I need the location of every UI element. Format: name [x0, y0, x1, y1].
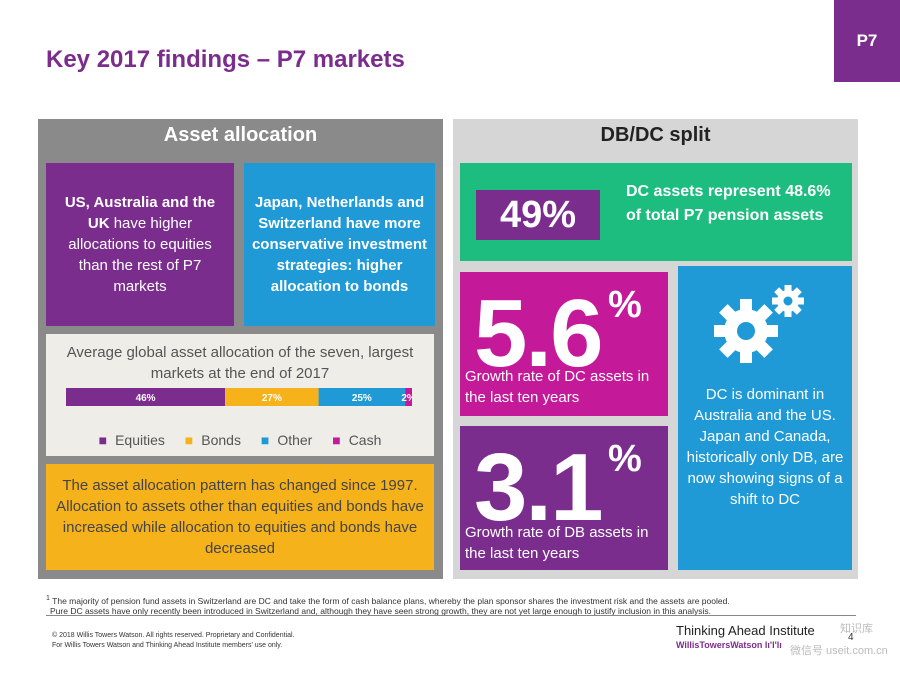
legend-cash: ■ Cash — [332, 432, 382, 448]
us-box-bold: US, Australia and the UK — [64, 194, 216, 232]
bar-segment-equities — [66, 388, 226, 406]
legend-bonds: ■ Bonds — [184, 432, 241, 448]
db-growth-unit: % — [608, 438, 642, 480]
dc-share-value: 49% — [476, 190, 600, 240]
db-growth-box: 3.1 % Growth rate of DB assets in the la… — [460, 426, 668, 570]
dc-growth-unit: % — [608, 284, 642, 326]
bar-label-bonds: 27% — [262, 393, 282, 404]
bar-label-other: 25% — [352, 393, 372, 404]
dc-growth-value: 5.6 — [474, 280, 603, 387]
us-box-rest: have higher allocations to equities than… — [68, 215, 212, 295]
brand-logo: WillisTowersWatson lı'l'lı — [676, 640, 782, 650]
footer-divider — [46, 615, 856, 616]
allocation-stacked-bar: 46% 27% 25% 2% — [66, 388, 412, 406]
db-growth-value: 3.1 — [474, 434, 603, 541]
page-title: Key 2017 findings – P7 markets — [46, 46, 405, 73]
copyright: © 2018 Willis Towers Watson. All rights … — [52, 632, 295, 649]
bar-label-equities: 46% — [136, 393, 156, 404]
watermark-top: 知识库 — [840, 623, 873, 635]
asset-allocation-heading: Asset allocation — [163, 124, 318, 146]
bar-segment-other — [318, 388, 406, 406]
bar-label-cash: 2% — [401, 393, 412, 404]
japan-netherlands-box: Japan, Netherlands and Switzerland have … — [244, 163, 435, 326]
bar-segment-bonds — [225, 388, 319, 406]
dc-share-text: DC assets represent 48.6% of total P7 pe… — [626, 183, 831, 224]
legend-other: ■ Other — [260, 432, 313, 448]
dc-growth-label: Growth rate of DC assets in the last ten… — [465, 368, 650, 406]
chart-legend: ■ Equities ■ Bonds ■ Other ■ Cash — [46, 432, 434, 448]
dc-dominant-text: DC is dominant in Australia and the US. … — [686, 386, 844, 508]
bar-segment-cash — [405, 388, 412, 406]
footnote: 1 The majority of pension fund assets in… — [46, 594, 730, 616]
db-growth-label: Growth rate of DB assets in the last ten… — [465, 524, 649, 562]
watermark-bottom: 微信号 useit.com.cn — [790, 645, 888, 657]
us-australia-uk-box: US, Australia and the UK have higher all… — [46, 163, 234, 326]
brand-name: Thinking Ahead Institute — [676, 623, 815, 638]
allocation-summary-text: The asset allocation pattern has changed… — [56, 477, 424, 557]
chart-title: Average global asset allocation of the s… — [66, 344, 414, 382]
japan-box-text: Japan, Netherlands and Switzerland have … — [251, 194, 428, 295]
p7-tag: P7 — [834, 0, 900, 82]
legend-equities: ■ Equities — [98, 432, 165, 448]
dc-growth-box: 5.6 % Growth rate of DC assets in the la… — [460, 272, 668, 416]
page-number: 4 — [848, 632, 854, 643]
gears-icon — [714, 285, 804, 363]
dbdc-heading: DB/DC split — [600, 124, 711, 146]
allocation-summary-box: The asset allocation pattern has changed… — [46, 464, 434, 570]
